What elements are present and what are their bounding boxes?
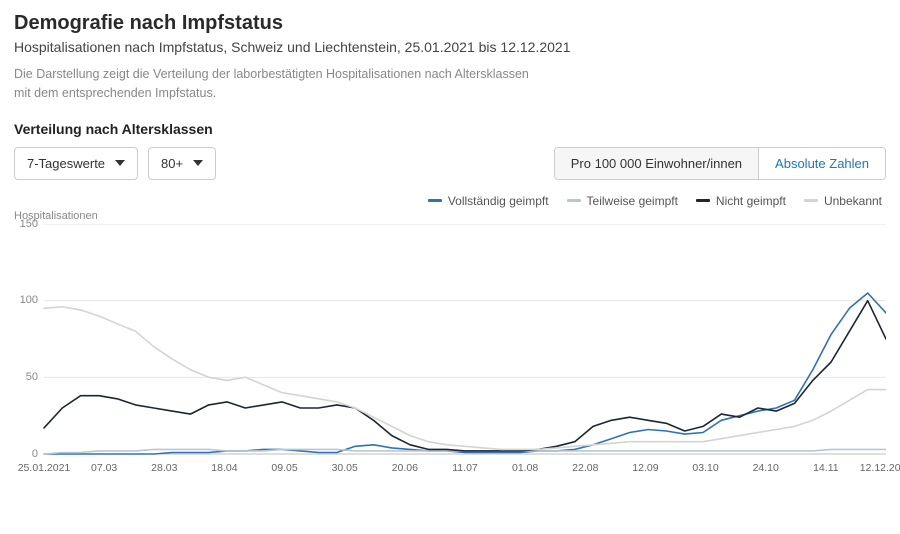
- chart-legend: Vollständig geimpft Teilweise geimpft Nich…: [14, 194, 886, 208]
- chevron-down-icon: [115, 160, 125, 166]
- x-axis-ticks: 25.01.202107.0328.0318.0409.0530.0520.06…: [44, 456, 886, 476]
- x-tick-label: 18.04: [211, 462, 237, 474]
- x-tick-label: 11.07: [452, 462, 478, 474]
- age-dropdown[interactable]: 80+: [148, 147, 216, 180]
- x-tick-label: 03.10: [692, 462, 718, 474]
- chart-area: 050100150 25.01.202107.0328.0318.0409.05…: [14, 224, 886, 476]
- toggle-per-100k[interactable]: Pro 100 000 Einwohner/innen: [555, 148, 759, 179]
- x-tick-label: 07.03: [91, 462, 117, 474]
- toggle-absolute[interactable]: Absolute Zahlen: [759, 148, 885, 179]
- x-tick-label: 14.11: [813, 462, 839, 474]
- legend-item-fully[interactable]: Vollständig geimpft: [428, 194, 549, 208]
- series-line-unknown: [44, 306, 886, 449]
- series-line-fully: [44, 293, 886, 454]
- legend-item-partial[interactable]: Teilweise geimpft: [567, 194, 678, 208]
- metric-dropdown[interactable]: 7-Tageswerte: [14, 147, 138, 180]
- page-description: Die Darstellung zeigt die Verteilung der…: [14, 65, 534, 103]
- y-axis-ticks: 050100150: [14, 224, 42, 454]
- value-mode-toggle: Pro 100 000 Einwohner/innen Absolute Zah…: [554, 147, 886, 180]
- x-tick-label: 30.05: [332, 462, 358, 474]
- y-tick-label: 100: [20, 294, 38, 306]
- x-tick-label: 01.08: [512, 462, 538, 474]
- page-title: Demografie nach Impfstatus: [14, 12, 886, 35]
- y-tick-label: 50: [26, 371, 38, 383]
- chevron-down-icon: [193, 160, 203, 166]
- x-tick-label: 22.08: [572, 462, 598, 474]
- legend-label: Unbekannt: [824, 194, 882, 208]
- y-tick-label: 150: [20, 218, 38, 230]
- y-tick-label: 0: [32, 448, 38, 460]
- page-subtitle: Hospitalisationen nach Impfstatus, Schwe…: [14, 39, 886, 55]
- legend-label: Vollständig geimpft: [448, 194, 549, 208]
- legend-item-unknown[interactable]: Unbekannt: [804, 194, 882, 208]
- legend-swatch-icon: [428, 199, 442, 202]
- legend-swatch-icon: [567, 199, 581, 202]
- x-tick-label: 25.01.2021: [18, 462, 71, 474]
- section-title: Verteilung nach Altersklassen: [14, 121, 886, 137]
- x-tick-label: 09.05: [271, 462, 297, 474]
- legend-swatch-icon: [804, 199, 818, 202]
- legend-item-unvacc[interactable]: Nicht geimpft: [696, 194, 786, 208]
- series-line-unvacc: [44, 300, 886, 450]
- x-tick-label: 24.10: [753, 462, 779, 474]
- legend-label: Nicht geimpft: [716, 194, 786, 208]
- x-tick-label: 20.06: [392, 462, 418, 474]
- line-chart: [14, 224, 886, 476]
- legend-swatch-icon: [696, 199, 710, 202]
- x-tick-label: 12.09: [632, 462, 658, 474]
- x-tick-label: 12.12.2021: [860, 462, 900, 474]
- controls-row: 7-Tageswerte 80+ Pro 100 000 Einwohner/i…: [14, 147, 886, 180]
- legend-label: Teilweise geimpft: [587, 194, 678, 208]
- age-dropdown-label: 80+: [161, 156, 183, 171]
- y-axis-title: Hospitalisationen: [14, 210, 886, 222]
- controls-left: 7-Tageswerte 80+: [14, 147, 216, 180]
- x-tick-label: 28.03: [151, 462, 177, 474]
- metric-dropdown-label: 7-Tageswerte: [27, 156, 105, 171]
